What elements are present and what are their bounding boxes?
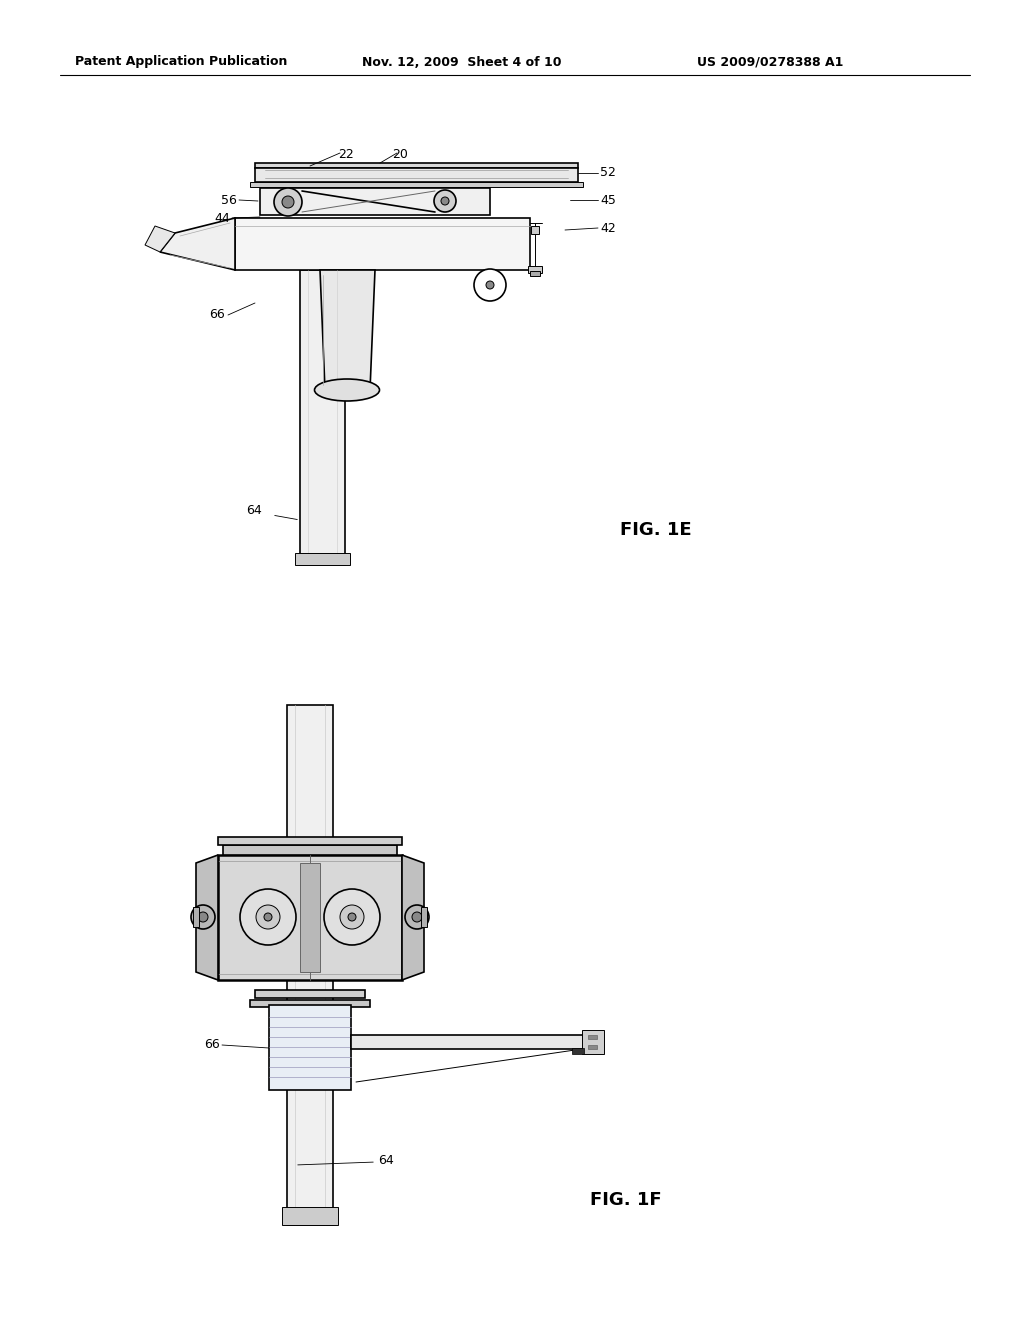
Circle shape bbox=[474, 269, 506, 301]
Text: 66: 66 bbox=[209, 309, 225, 322]
Text: 45: 45 bbox=[600, 194, 615, 206]
Bar bbox=[528, 267, 542, 273]
Text: FIG. 1F: FIG. 1F bbox=[590, 1191, 662, 1209]
Circle shape bbox=[441, 197, 449, 205]
Text: 20: 20 bbox=[392, 148, 408, 161]
Bar bbox=[295, 553, 350, 565]
Bar bbox=[250, 182, 583, 187]
Text: 44: 44 bbox=[214, 211, 230, 224]
Bar bbox=[255, 162, 578, 168]
Bar bbox=[582, 1030, 604, 1053]
Circle shape bbox=[264, 913, 272, 921]
Circle shape bbox=[256, 906, 280, 929]
Bar bbox=[531, 226, 539, 234]
Bar bbox=[223, 845, 397, 855]
Circle shape bbox=[198, 912, 208, 921]
Circle shape bbox=[412, 912, 422, 921]
Bar bbox=[351, 1035, 600, 1049]
Text: 42: 42 bbox=[600, 222, 615, 235]
Bar bbox=[300, 863, 319, 972]
Circle shape bbox=[240, 888, 296, 945]
Text: 64: 64 bbox=[246, 503, 262, 516]
Text: US 2009/0278388 A1: US 2009/0278388 A1 bbox=[697, 55, 844, 69]
Text: FIG. 1E: FIG. 1E bbox=[620, 521, 691, 539]
Text: 66: 66 bbox=[204, 1039, 220, 1052]
Bar bbox=[572, 1048, 584, 1053]
Bar bbox=[588, 1035, 597, 1039]
Polygon shape bbox=[145, 226, 175, 252]
Text: 56: 56 bbox=[221, 194, 237, 206]
Bar bbox=[269, 1005, 351, 1090]
Circle shape bbox=[406, 906, 429, 929]
Bar bbox=[530, 271, 540, 276]
Bar bbox=[234, 218, 530, 271]
Circle shape bbox=[191, 906, 215, 929]
Bar bbox=[282, 1206, 338, 1225]
Polygon shape bbox=[402, 855, 424, 979]
Bar bbox=[218, 837, 402, 845]
Polygon shape bbox=[196, 855, 218, 979]
Bar bbox=[255, 168, 578, 182]
Text: 52: 52 bbox=[600, 166, 615, 180]
Bar bbox=[260, 187, 490, 215]
Circle shape bbox=[324, 888, 380, 945]
Text: Patent Application Publication: Patent Application Publication bbox=[75, 55, 288, 69]
Bar bbox=[250, 1001, 370, 1007]
Bar bbox=[218, 855, 402, 979]
Polygon shape bbox=[160, 218, 234, 271]
Circle shape bbox=[340, 906, 364, 929]
Circle shape bbox=[434, 190, 456, 213]
Text: 64: 64 bbox=[378, 1154, 394, 1167]
Bar bbox=[287, 705, 333, 1225]
Circle shape bbox=[274, 187, 302, 216]
Bar bbox=[255, 990, 365, 998]
Ellipse shape bbox=[314, 379, 380, 401]
Circle shape bbox=[348, 913, 356, 921]
Circle shape bbox=[282, 195, 294, 209]
Text: 22: 22 bbox=[338, 148, 353, 161]
Circle shape bbox=[486, 281, 494, 289]
Text: Nov. 12, 2009  Sheet 4 of 10: Nov. 12, 2009 Sheet 4 of 10 bbox=[362, 55, 561, 69]
Bar bbox=[588, 1045, 597, 1049]
Bar bbox=[193, 907, 199, 927]
Bar bbox=[421, 907, 427, 927]
Polygon shape bbox=[319, 271, 375, 389]
Bar bbox=[300, 271, 345, 565]
